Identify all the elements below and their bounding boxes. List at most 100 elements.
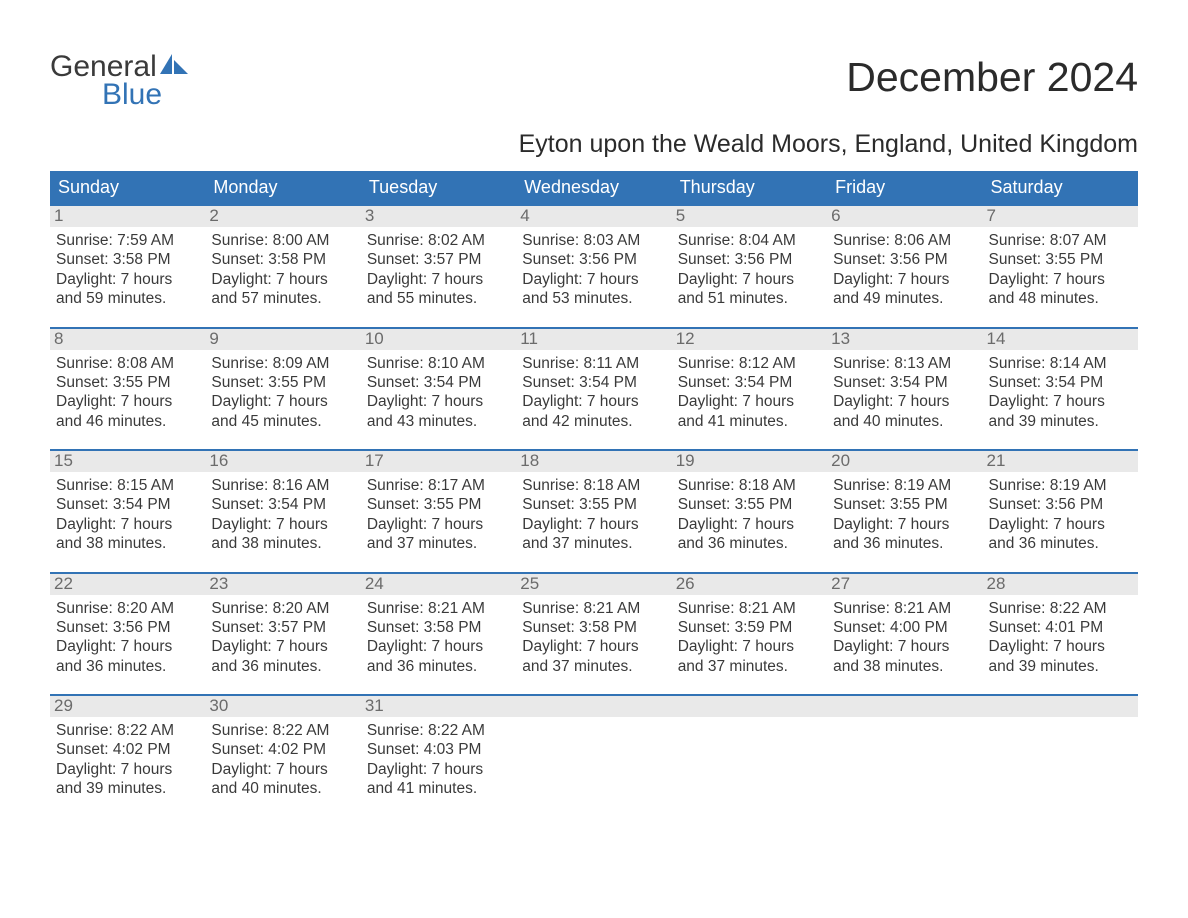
daylight-line1: Daylight: 7 hours bbox=[56, 760, 199, 779]
sunset-line: Sunset: 3:54 PM bbox=[56, 495, 199, 514]
daylight-line1: Daylight: 7 hours bbox=[989, 270, 1132, 289]
calendar-cell: 31 Sunrise: 8:22 AMSunset: 4:03 PMDayligh… bbox=[361, 695, 516, 817]
day-number: 31 bbox=[361, 696, 516, 717]
sunset-value: 3:56 PM bbox=[1045, 496, 1103, 513]
day-number: 17 bbox=[361, 451, 516, 472]
sunrise-line: Sunrise: 8:08 AM bbox=[56, 354, 199, 373]
calendar-cell: 5Sunrise: 8:04 AMSunset: 3:56 PMDaylight… bbox=[672, 205, 827, 328]
sunset-value: 3:54 PM bbox=[579, 374, 637, 391]
sunrise-value: 8:03 AM bbox=[583, 232, 640, 249]
calendar-cell: 20Sunrise: 8:19 AMSunset: 3:55 PMDayligh… bbox=[827, 450, 982, 573]
daylight-line1: Daylight: 7 hours bbox=[367, 760, 510, 779]
sunset-line: Sunset: 3:55 PM bbox=[56, 373, 199, 392]
sunrise-value: 8:17 AM bbox=[428, 477, 485, 494]
day-detail: Sunrise: 8:09 AMSunset: 3:55 PMDaylight:… bbox=[211, 354, 354, 432]
sunrise-value: 8:08 AM bbox=[117, 355, 174, 372]
sunrise-line: Sunrise: 8:21 AM bbox=[833, 599, 976, 618]
day-detail: Sunrise: 8:21 AMSunset: 4:00 PMDaylight:… bbox=[833, 599, 976, 677]
sunrise-value: 8:02 AM bbox=[428, 232, 485, 249]
day-detail: Sunrise: 8:22 AMSunset: 4:03 PMDaylight:… bbox=[367, 721, 510, 799]
calendar-cell: 22Sunrise: 8:20 AMSunset: 3:56 PMDayligh… bbox=[50, 573, 205, 696]
sunrise-value: 8:14 AM bbox=[1050, 355, 1107, 372]
day-number: 26 bbox=[672, 574, 827, 595]
sunrise-line: Sunrise: 8:20 AM bbox=[56, 599, 199, 618]
calendar-cell: 17Sunrise: 8:17 AMSunset: 3:55 PMDayligh… bbox=[361, 450, 516, 573]
day-detail: Sunrise: 8:12 AMSunset: 3:54 PMDaylight:… bbox=[678, 354, 821, 432]
day-detail: Sunrise: 8:16 AMSunset: 3:54 PMDaylight:… bbox=[211, 476, 354, 554]
day-number: 30 bbox=[205, 696, 360, 717]
sunset-line: Sunset: 3:54 PM bbox=[211, 495, 354, 514]
calendar-week: 22Sunrise: 8:20 AMSunset: 3:56 PMDayligh… bbox=[50, 573, 1138, 696]
day-detail: Sunrise: 8:18 AMSunset: 3:55 PMDaylight:… bbox=[522, 476, 665, 554]
calendar-cell: 3Sunrise: 8:02 AMSunset: 3:57 PMDaylight… bbox=[361, 205, 516, 328]
daylight-line2: and 57 minutes. bbox=[211, 289, 354, 308]
sunrise-value: 8:22 AM bbox=[273, 722, 330, 739]
sunrise-value: 8:22 AM bbox=[117, 722, 174, 739]
day-number: 25 bbox=[516, 574, 671, 595]
sunset-value: 3:56 PM bbox=[735, 251, 793, 268]
sunrise-value: 8:18 AM bbox=[583, 477, 640, 494]
sunrise-value: 8:22 AM bbox=[428, 722, 485, 739]
day-detail: Sunrise: 8:10 AMSunset: 3:54 PMDaylight:… bbox=[367, 354, 510, 432]
day-number: 2 bbox=[205, 206, 360, 227]
day-detail: Sunrise: 8:03 AMSunset: 3:56 PMDaylight:… bbox=[522, 231, 665, 309]
day-detail: Sunrise: 8:07 AMSunset: 3:55 PMDaylight:… bbox=[989, 231, 1132, 309]
calendar-cell: 15Sunrise: 8:15 AMSunset: 3:54 PMDayligh… bbox=[50, 450, 205, 573]
sunrise-line: Sunrise: 8:21 AM bbox=[522, 599, 665, 618]
calendar-cell: 25Sunrise: 8:21 AMSunset: 3:58 PMDayligh… bbox=[516, 573, 671, 696]
day-detail: Sunrise: 8:21 AMSunset: 3:59 PMDaylight:… bbox=[678, 599, 821, 677]
sunrise-value: 8:21 AM bbox=[894, 600, 951, 617]
sunrise-line: Sunrise: 8:20 AM bbox=[211, 599, 354, 618]
dayhdr-sun: Sunday bbox=[50, 171, 205, 205]
daylight-line1: Daylight: 7 hours bbox=[833, 270, 976, 289]
calendar-cell: 4Sunrise: 8:03 AMSunset: 3:56 PMDaylight… bbox=[516, 205, 671, 328]
day-number: 13 bbox=[827, 329, 982, 350]
day-number: 7 bbox=[983, 206, 1138, 227]
calendar-cell: 18Sunrise: 8:18 AMSunset: 3:55 PMDayligh… bbox=[516, 450, 671, 573]
calendar-cell: 9Sunrise: 8:09 AMSunset: 3:55 PMDaylight… bbox=[205, 328, 360, 451]
daylight-line1: Daylight: 7 hours bbox=[367, 637, 510, 656]
sunrise-value: 8:18 AM bbox=[739, 477, 796, 494]
daylight-line2: and 38 minutes. bbox=[833, 657, 976, 676]
day-detail: Sunrise: 8:19 AMSunset: 3:56 PMDaylight:… bbox=[989, 476, 1132, 554]
calendar-cell: 8Sunrise: 8:08 AMSunset: 3:55 PMDaylight… bbox=[50, 328, 205, 451]
sunrise-value: 8:00 AM bbox=[273, 232, 330, 249]
calendar-week: 1Sunrise: 7:59 AMSunset: 3:58 PMDaylight… bbox=[50, 205, 1138, 328]
calendar-cell bbox=[983, 695, 1138, 817]
daylight-line2: and 40 minutes. bbox=[211, 779, 354, 798]
sunset-line: Sunset: 3:56 PM bbox=[678, 250, 821, 269]
daylight-line1: Daylight: 7 hours bbox=[56, 270, 199, 289]
sunset-value: 3:55 PM bbox=[268, 374, 326, 391]
location-label: Eyton upon the Weald Moors, England, Uni… bbox=[50, 130, 1138, 159]
daylight-line1: Daylight: 7 hours bbox=[989, 637, 1132, 656]
day-detail: Sunrise: 7:59 AMSunset: 3:58 PMDaylight:… bbox=[56, 231, 199, 309]
day-number: 15 bbox=[50, 451, 205, 472]
daylight-line1: Daylight: 7 hours bbox=[833, 392, 976, 411]
daylight-line2: and 42 minutes. bbox=[522, 412, 665, 431]
calendar-cell: 28Sunrise: 8:22 AMSunset: 4:01 PMDayligh… bbox=[983, 573, 1138, 696]
sunset-value: 3:59 PM bbox=[735, 619, 793, 636]
sunrise-line: Sunrise: 7:59 AM bbox=[56, 231, 199, 250]
sunset-line: Sunset: 3:56 PM bbox=[522, 250, 665, 269]
sunrise-value: 8:12 AM bbox=[739, 355, 796, 372]
daylight-line1: Daylight: 7 hours bbox=[211, 637, 354, 656]
sunset-line: Sunset: 3:57 PM bbox=[367, 250, 510, 269]
sunset-line: Sunset: 3:58 PM bbox=[522, 618, 665, 637]
sunrise-line: Sunrise: 8:06 AM bbox=[833, 231, 976, 250]
brand-logo: General Blue bbox=[50, 50, 190, 112]
calendar-cell bbox=[516, 695, 671, 817]
daylight-line1: Daylight: 7 hours bbox=[56, 392, 199, 411]
sunset-line: Sunset: 3:55 PM bbox=[367, 495, 510, 514]
daylight-line2: and 53 minutes. bbox=[522, 289, 665, 308]
empty-day bbox=[672, 696, 827, 717]
sunrise-value: 8:21 AM bbox=[428, 600, 485, 617]
dayhdr-sat: Saturday bbox=[983, 171, 1138, 205]
sunrise-line: Sunrise: 8:02 AM bbox=[367, 231, 510, 250]
sunset-value: 4:00 PM bbox=[890, 619, 948, 636]
day-detail: Sunrise: 8:00 AMSunset: 3:58 PMDaylight:… bbox=[211, 231, 354, 309]
calendar-cell: 13Sunrise: 8:13 AMSunset: 3:54 PMDayligh… bbox=[827, 328, 982, 451]
daylight-line1: Daylight: 7 hours bbox=[211, 515, 354, 534]
sunrise-value: 7:59 AM bbox=[117, 232, 174, 249]
sunrise-value: 8:07 AM bbox=[1050, 232, 1107, 249]
calendar-table: Sunday Monday Tuesday Wednesday Thursday… bbox=[50, 171, 1138, 817]
